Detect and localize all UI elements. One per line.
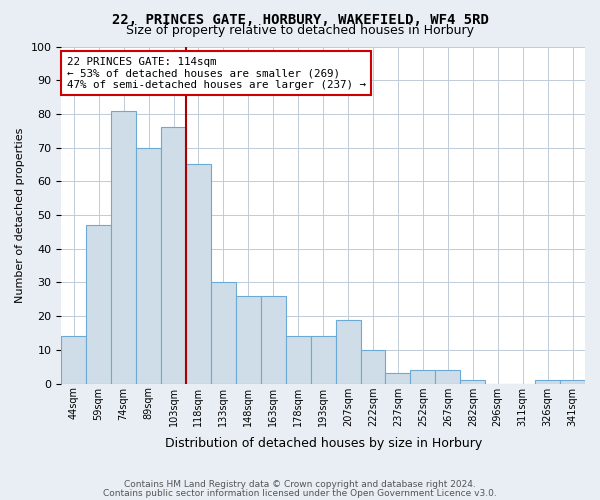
Bar [61, 336, 86, 384]
Bar [410, 370, 436, 384]
Text: Contains HM Land Registry data © Crown copyright and database right 2024.: Contains HM Land Registry data © Crown c… [124, 480, 476, 489]
Bar [311, 336, 335, 384]
Bar [161, 128, 186, 384]
Bar [136, 148, 161, 384]
Bar [335, 320, 361, 384]
Text: 22 PRINCES GATE: 114sqm
← 53% of detached houses are smaller (269)
47% of semi-d: 22 PRINCES GATE: 114sqm ← 53% of detache… [67, 56, 365, 90]
Bar [385, 374, 410, 384]
Bar [86, 225, 111, 384]
Y-axis label: Number of detached properties: Number of detached properties [15, 128, 25, 302]
Bar [286, 336, 311, 384]
Bar [211, 282, 236, 384]
Bar [535, 380, 560, 384]
Bar [111, 110, 136, 384]
Text: Size of property relative to detached houses in Horbury: Size of property relative to detached ho… [126, 24, 474, 37]
Bar [261, 296, 286, 384]
Bar [361, 350, 385, 384]
Bar [460, 380, 485, 384]
Bar [436, 370, 460, 384]
Bar [186, 164, 211, 384]
X-axis label: Distribution of detached houses by size in Horbury: Distribution of detached houses by size … [164, 437, 482, 450]
Bar [236, 296, 261, 384]
Text: Contains public sector information licensed under the Open Government Licence v3: Contains public sector information licen… [103, 488, 497, 498]
Text: 22, PRINCES GATE, HORBURY, WAKEFIELD, WF4 5RD: 22, PRINCES GATE, HORBURY, WAKEFIELD, WF… [112, 12, 488, 26]
Bar [560, 380, 585, 384]
